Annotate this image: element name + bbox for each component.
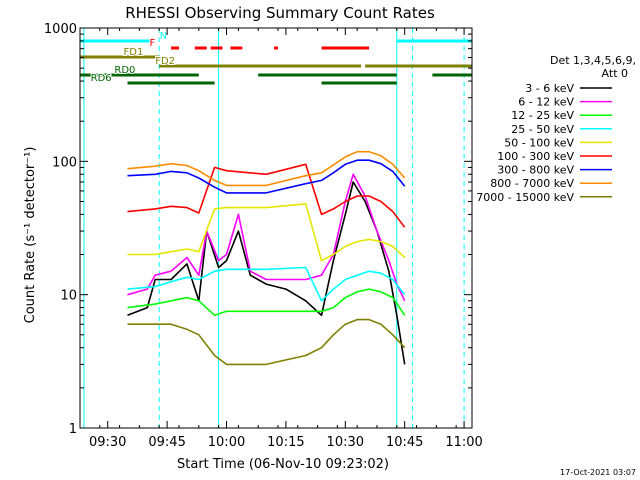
- y-axis-label: Count Rate (s⁻¹ detector⁻¹): [23, 147, 38, 324]
- legend-label-4: 50 - 100 keV: [504, 136, 574, 149]
- legend-header-line-2: Att 0: [602, 67, 628, 80]
- plot-frame: [79, 27, 473, 429]
- series-layer: [127, 150, 406, 366]
- legend-label-3: 25 - 50 keV: [511, 123, 574, 136]
- chart-title: RHESSI Observing Summary Count Rates: [125, 4, 435, 22]
- state-bar-label-n: N: [160, 31, 167, 42]
- y-tick-label: 1: [69, 422, 77, 437]
- series-line-4: [127, 203, 406, 262]
- legend-header-line-1: Det 1,3,4,5,6,9,: [550, 54, 636, 67]
- x-tick-label: 09:30: [89, 435, 126, 450]
- series-line-0: [127, 181, 406, 365]
- y-tick-label: 10: [60, 289, 77, 304]
- series-line-7: [127, 150, 406, 187]
- series-line-3: [127, 266, 406, 302]
- legend-label-0: 3 - 6 keV: [525, 82, 574, 95]
- x-tick-label: 10:00: [208, 435, 245, 450]
- legend-label-6: 300 - 800 keV: [497, 164, 574, 177]
- x-tick-label: 10:30: [327, 435, 364, 450]
- x-tick-label: 10:45: [386, 435, 423, 450]
- y-tick-label: 1000: [44, 22, 77, 37]
- state-bar-label-fd1: FD1: [124, 47, 144, 58]
- series-line-5: [127, 163, 406, 228]
- legend-label-5: 100 - 300 keV: [497, 150, 574, 163]
- y-tick-label: 100: [52, 155, 77, 170]
- legend-label-1: 6 - 12 keV: [518, 96, 574, 109]
- state-bar-label-rd6: RD6: [91, 73, 112, 84]
- legend-label-2: 12 - 25 keV: [511, 109, 574, 122]
- state-bar-label-rd0: RD0: [114, 65, 135, 76]
- legend-label-8: 7000 - 15000 keV: [476, 191, 574, 204]
- plot-area: [83, 28, 465, 428]
- x-tick-label: 11:00: [445, 435, 482, 450]
- state-bar-label-f: F: [149, 38, 155, 49]
- series-line-6: [127, 159, 406, 194]
- footer-timestamp: 17-Oct-2021 03:07: [560, 468, 636, 477]
- y-axis: 1 10 100 1000: [44, 22, 472, 437]
- series-line-1: [127, 173, 406, 302]
- series-line-2: [127, 288, 406, 317]
- state-bar-label-fd2: FD2: [155, 56, 175, 67]
- x-axis: 09:30 09:45 10:00 10:15 10:30 10:45 11:00: [79, 28, 483, 450]
- series-line-8: [127, 318, 406, 366]
- x-tick-label: 10:15: [267, 435, 304, 450]
- x-axis-label: Start Time (06-Nov-10 09:23:02): [177, 457, 389, 472]
- legend-label-7: 800 - 7000 keV: [490, 177, 574, 190]
- x-tick-label: 09:45: [148, 435, 185, 450]
